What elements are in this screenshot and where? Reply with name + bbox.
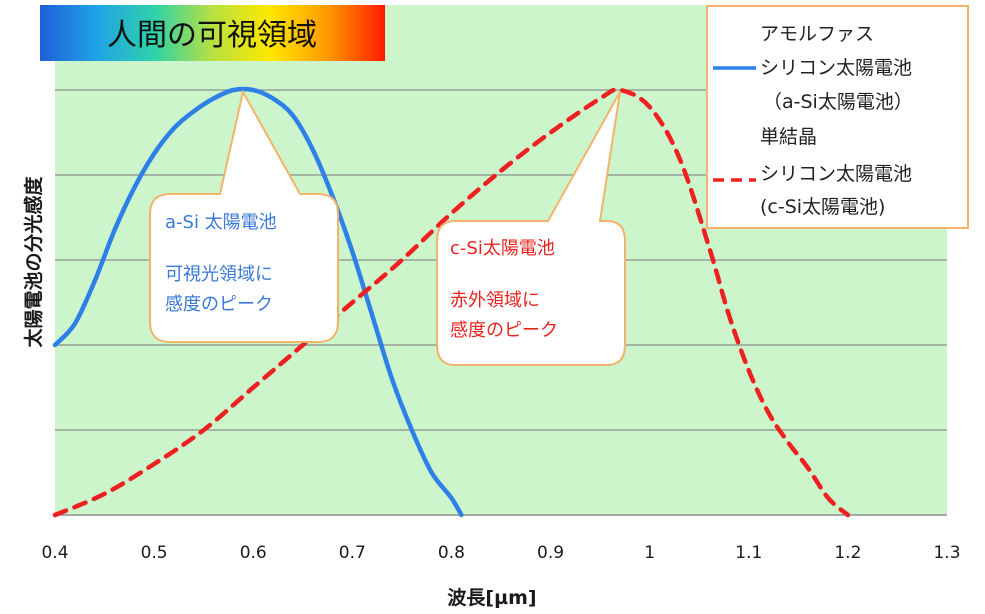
series-c-si-line [52,87,851,518]
x-tick-label: 1 [644,543,655,563]
legend-a-si-line-3: （a-Si太陽電池） [763,91,913,113]
callout-a-si-line-1: a-Si 太陽電池 [165,212,277,233]
legend-a-si-line-2: シリコン太陽電池 [760,57,912,79]
x-tick-labels: 0.4 0.5 0.6 0.7 0.8 0.9 1 1.1 1.2 1.3 [41,543,960,563]
callout-c-si-bubble [436,91,626,366]
legend-c-si-line-2: シリコン太陽電池 [760,163,912,185]
x-tick-label: 0.6 [240,543,267,563]
x-tick-label: 0.9 [537,543,564,563]
x-tick-label: 0.8 [438,543,465,563]
x-tick-label: 0.5 [141,543,168,563]
callout-a-si-bubble [149,89,339,343]
visible-range-banner: 人間の可視領域 [40,5,385,61]
legend-box [706,5,969,229]
x-tick-label: 1.3 [933,543,960,563]
x-axis-title: 波長[µm] [447,586,536,609]
legend-c-si-line-3: (c-Si太陽電池) [760,196,885,218]
x-tick-label: 0.4 [41,543,68,563]
legend: アモルファス シリコン太陽電池 （a-Si太陽電池） 単結晶 シリコン太陽電池 … [706,5,969,229]
legend-c-si-line-1: 単結晶 [760,126,817,148]
callout-c-si-line-1: c-Si太陽電池 [450,238,555,259]
x-tick-label: 1.2 [834,543,861,563]
callout-c-si-line-3: 感度のピーク [450,320,558,341]
x-tick-label: 0.7 [339,543,366,563]
x-tick-label: 1.1 [735,543,762,563]
y-axis-title: 太陽電池の分光感度 [22,176,45,348]
callout-c-si: c-Si太陽電池 赤外領域に 感度のピーク [436,91,626,366]
callout-a-si-line-2: 可視光領域に [165,264,273,285]
visible-spectrum-gradient [40,5,385,61]
series-layer [52,86,851,518]
callout-a-si-line-3: 感度のピーク [165,294,273,315]
banner-label: 人間の可視領域 [107,18,317,53]
callout-c-si-line-2: 赤外領域に [450,290,540,311]
legend-a-si-line-1: アモルファス [760,23,874,45]
series-a-si-line [52,86,464,518]
callout-a-si: a-Si 太陽電池 可視光領域に 感度のピーク [149,89,339,343]
